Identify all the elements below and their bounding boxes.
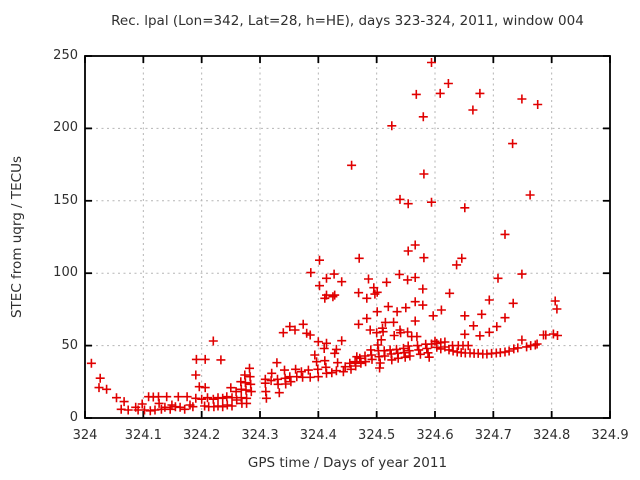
x-tick-label: 324.8 bbox=[533, 428, 571, 443]
x-tick-label: 324.1 bbox=[124, 428, 162, 443]
x-axis-label: GPS time / Days of year 2011 bbox=[247, 455, 448, 471]
y-tick-label: 150 bbox=[53, 192, 78, 208]
x-tick-label: 324 bbox=[72, 428, 98, 443]
x-tick-label: 324.6 bbox=[416, 428, 454, 443]
scatter-points bbox=[86, 58, 562, 416]
plot-frame bbox=[84, 55, 611, 419]
y-tick-label: 200 bbox=[53, 120, 78, 136]
x-tick-label: 324.7 bbox=[474, 428, 512, 443]
x-tick-label: 324.3 bbox=[241, 428, 279, 443]
x-tick-label: 324.4 bbox=[299, 428, 337, 443]
x-tick-label: 324.9 bbox=[591, 428, 629, 443]
chart-title: Rec. lpal (Lon=342, Lat=28, h=HE), days … bbox=[111, 13, 584, 29]
y-tick-label: 250 bbox=[53, 48, 78, 63]
y-tick-label: 100 bbox=[53, 265, 78, 281]
x-tick-label: 324.2 bbox=[183, 428, 221, 443]
x-tick-label: 324.5 bbox=[358, 428, 396, 443]
y-tick-label: 50 bbox=[61, 337, 78, 353]
y-tick-label: 0 bbox=[69, 410, 78, 425]
axis-ticks bbox=[84, 55, 611, 419]
